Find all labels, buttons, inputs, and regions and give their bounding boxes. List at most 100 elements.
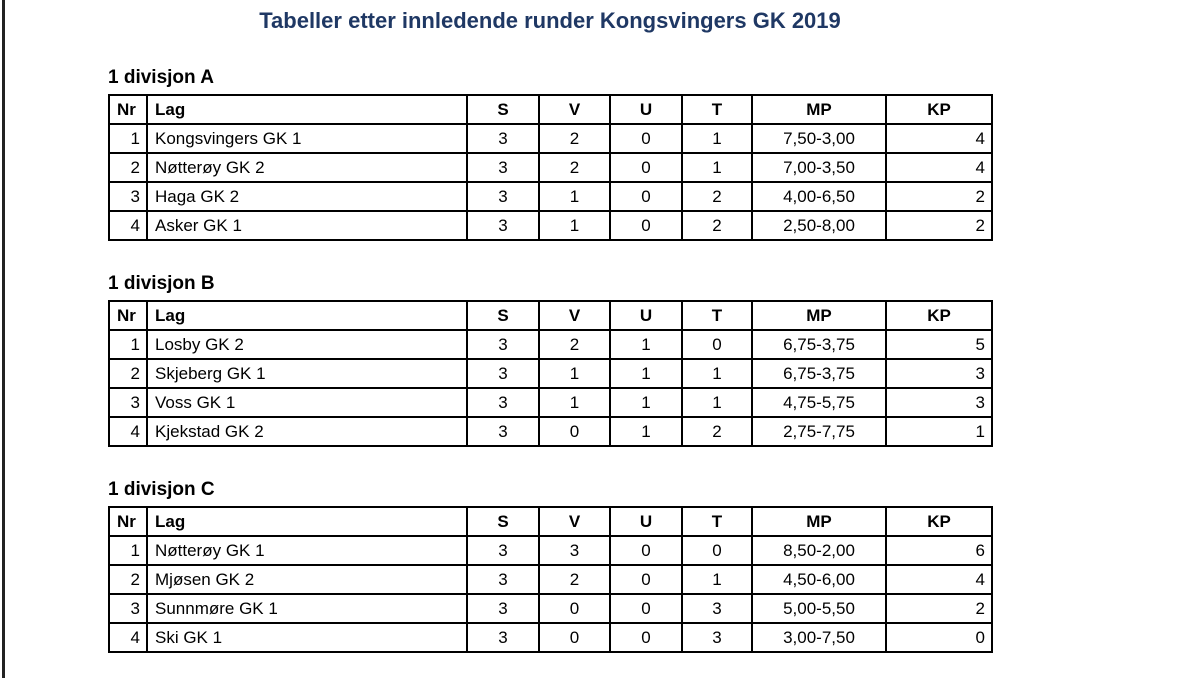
cell-s: 3: [466, 416, 540, 447]
cell-mp: 8,50-2,00: [751, 535, 887, 566]
division-heading-b: 1 divisjon B: [108, 273, 215, 294]
table-header-row: Nr Lag S V U T MP KP: [108, 94, 993, 125]
cell-t: 2: [681, 416, 753, 447]
cell-mp: 7,50-3,00: [751, 123, 887, 154]
column-header-nr: Nr: [108, 94, 148, 125]
cell-s: 3: [466, 593, 540, 624]
cell-s: 3: [466, 387, 540, 418]
column-header-lag: Lag: [146, 300, 468, 331]
table-row: 2 Nøtterøy GK 2 3 2 0 1 7,00-3,50 4: [108, 152, 993, 183]
column-header-mp: MP: [751, 94, 887, 125]
cell-s: 3: [466, 329, 540, 360]
table-row: 4 Ski GK 1 3 0 0 3 3,00-7,50 0: [108, 622, 993, 653]
cell-u: 0: [609, 181, 683, 212]
cell-kp: 6: [885, 535, 993, 566]
cell-u: 0: [609, 123, 683, 154]
cell-t: 1: [681, 564, 753, 595]
cell-lag: Losby GK 2: [146, 329, 468, 360]
cell-lag: Nøtterøy GK 2: [146, 152, 468, 183]
cell-lag: Ski GK 1: [146, 622, 468, 653]
column-header-lag: Lag: [146, 506, 468, 537]
cell-kp: 4: [885, 123, 993, 154]
cell-mp: 2,75-7,75: [751, 416, 887, 447]
cell-lag: Kjekstad GK 2: [146, 416, 468, 447]
cell-nr: 4: [108, 210, 148, 241]
table-row: 3 Haga GK 2 3 1 0 2 4,00-6,50 2: [108, 181, 993, 212]
cell-s: 3: [466, 152, 540, 183]
cell-s: 3: [466, 358, 540, 389]
cell-mp: 3,00-7,50: [751, 622, 887, 653]
column-header-s: S: [466, 94, 540, 125]
cell-u: 0: [609, 593, 683, 624]
cell-t: 3: [681, 593, 753, 624]
table-row: 1 Losby GK 2 3 2 1 0 6,75-3,75 5: [108, 329, 993, 360]
page-left-edge-rule: [2, 0, 5, 678]
cell-nr: 4: [108, 416, 148, 447]
cell-s: 3: [466, 181, 540, 212]
cell-t: 1: [681, 123, 753, 154]
cell-nr: 3: [108, 387, 148, 418]
column-header-s: S: [466, 506, 540, 537]
document-content: Tabeller etter innledende runder Kongsvi…: [108, 0, 993, 653]
cell-nr: 2: [108, 564, 148, 595]
table-header-row: Nr Lag S V U T MP KP: [108, 506, 993, 537]
cell-mp: 4,75-5,75: [751, 387, 887, 418]
column-header-lag: Lag: [146, 94, 468, 125]
cell-v: 0: [538, 593, 611, 624]
cell-kp: 2: [885, 210, 993, 241]
cell-v: 2: [538, 152, 611, 183]
cell-kp: 0: [885, 622, 993, 653]
cell-lag: Voss GK 1: [146, 387, 468, 418]
cell-u: 0: [609, 210, 683, 241]
column-header-u: U: [609, 94, 683, 125]
column-header-u: U: [609, 300, 683, 331]
cell-lag: Mjøsen GK 2: [146, 564, 468, 595]
cell-v: 2: [538, 329, 611, 360]
cell-mp: 4,00-6,50: [751, 181, 887, 212]
cell-nr: 2: [108, 358, 148, 389]
column-header-kp: KP: [885, 94, 993, 125]
cell-s: 3: [466, 564, 540, 595]
cell-v: 3: [538, 535, 611, 566]
cell-u: 1: [609, 329, 683, 360]
cell-lag: Asker GK 1: [146, 210, 468, 241]
cell-s: 3: [466, 622, 540, 653]
cell-t: 0: [681, 329, 753, 360]
column-header-nr: Nr: [108, 506, 148, 537]
cell-t: 0: [681, 535, 753, 566]
column-header-v: V: [538, 94, 611, 125]
cell-kp: 3: [885, 358, 993, 389]
cell-v: 0: [538, 622, 611, 653]
cell-nr: 3: [108, 181, 148, 212]
column-header-t: T: [681, 506, 753, 537]
column-header-mp: MP: [751, 300, 887, 331]
cell-u: 1: [609, 416, 683, 447]
division-heading-c: 1 divisjon C: [108, 479, 215, 500]
division-heading-a: 1 divisjon A: [108, 67, 214, 88]
cell-lag: Nøtterøy GK 1: [146, 535, 468, 566]
standings-table-b: Nr Lag S V U T MP KP 1 Losby GK 2 3 2 1: [108, 300, 993, 447]
cell-t: 1: [681, 152, 753, 183]
column-header-s: S: [466, 300, 540, 331]
table-row: 4 Asker GK 1 3 1 0 2 2,50-8,00 2: [108, 210, 993, 241]
column-header-u: U: [609, 506, 683, 537]
table-row: 4 Kjekstad GK 2 3 0 1 2 2,75-7,75 1: [108, 416, 993, 447]
cell-kp: 2: [885, 593, 993, 624]
cell-s: 3: [466, 123, 540, 154]
cell-nr: 1: [108, 329, 148, 360]
cell-u: 0: [609, 535, 683, 566]
cell-nr: 3: [108, 593, 148, 624]
cell-u: 0: [609, 152, 683, 183]
cell-nr: 1: [108, 535, 148, 566]
cell-t: 1: [681, 387, 753, 418]
cell-kp: 5: [885, 329, 993, 360]
table-row: 3 Sunnmøre GK 1 3 0 0 3 5,00-5,50 2: [108, 593, 993, 624]
cell-v: 1: [538, 358, 611, 389]
column-header-mp: MP: [751, 506, 887, 537]
column-header-nr: Nr: [108, 300, 148, 331]
table-row: 2 Skjeberg GK 1 3 1 1 1 6,75-3,75 3: [108, 358, 993, 389]
cell-mp: 5,00-5,50: [751, 593, 887, 624]
cell-kp: 2: [885, 181, 993, 212]
cell-t: 3: [681, 622, 753, 653]
cell-lag: Haga GK 2: [146, 181, 468, 212]
